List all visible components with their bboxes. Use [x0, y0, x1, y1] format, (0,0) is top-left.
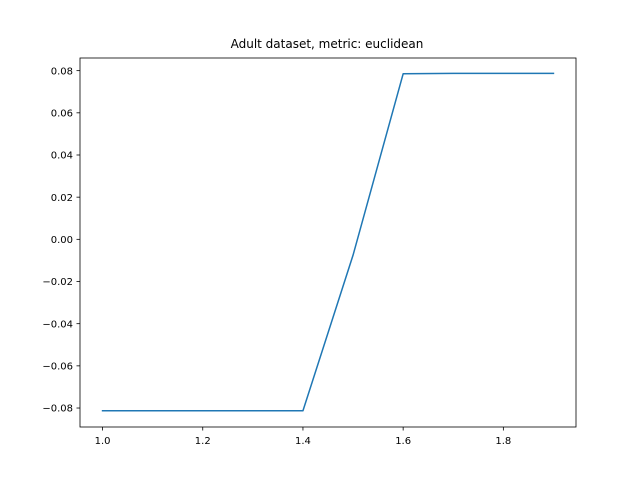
y-tick-label: −0.06	[42, 361, 73, 372]
x-tick-label: 1.0	[95, 436, 111, 447]
y-tick-label: −0.08	[42, 404, 73, 415]
x-tick-label: 1.8	[495, 436, 511, 447]
y-axis: −0.08 −0.06 −0.04 −0.02 0.00 0.02 0.04 0.06 0.08	[42, 66, 80, 415]
axes-frame	[79, 57, 577, 428]
y-tick-label: 0.04	[51, 151, 73, 162]
x-tick-label: 1.2	[195, 436, 211, 447]
chart-title: Adult dataset, metric: euclidean	[231, 37, 424, 51]
y-tick-label: 0.02	[51, 193, 73, 204]
y-tick-label: −0.04	[42, 319, 73, 330]
series-line	[101, 72, 555, 412]
y-tick-label: 0.08	[51, 66, 73, 77]
y-tick-label: 0.00	[51, 235, 73, 246]
x-tick-label: 1.4	[295, 436, 311, 447]
x-axis: 1.0 1.2 1.4 1.6 1.8	[95, 427, 511, 447]
x-tick-label: 1.6	[395, 436, 411, 447]
y-tick-label: 0.06	[51, 108, 73, 119]
plot-area	[101, 72, 555, 412]
y-tick-label: −0.02	[42, 277, 73, 288]
